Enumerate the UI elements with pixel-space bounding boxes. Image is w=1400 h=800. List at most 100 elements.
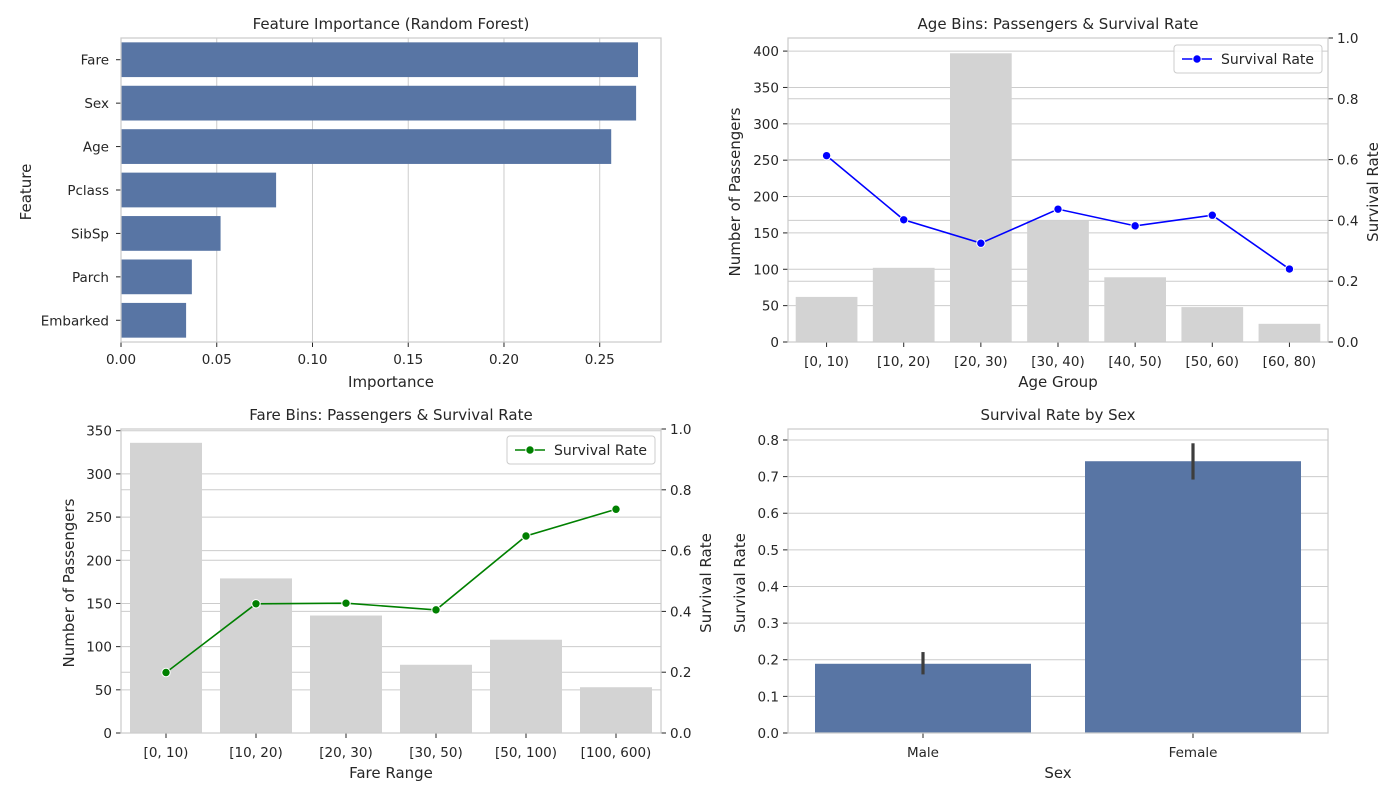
x-tick-label: 0.25	[585, 352, 615, 368]
survival-by-sex-ylabel: Survival Rate	[731, 533, 749, 633]
y-tick-label: 350	[753, 80, 779, 96]
y2-tick-label: 1.0	[1337, 31, 1358, 47]
survival-rate-point	[1284, 264, 1295, 274]
y-tick-label: 0.1	[758, 689, 779, 705]
x-tick-label: [60, 80)	[1263, 354, 1316, 370]
bar	[872, 267, 935, 342]
x-tick-label: [20, 30)	[954, 354, 1007, 370]
bar	[1181, 307, 1244, 342]
survival-rate-point	[431, 605, 441, 615]
feature-importance-xlabel: Importance	[348, 373, 434, 391]
plot-frame	[787, 428, 1329, 734]
y-tick-label: 300	[86, 467, 112, 483]
survival-rate-point	[821, 150, 832, 161]
legend-marker	[1192, 54, 1202, 64]
survival-rate-point	[899, 215, 909, 225]
bar	[121, 85, 637, 121]
y2-tick-label: 0.6	[1337, 153, 1358, 169]
plot-frame	[787, 37, 1329, 343]
y-tick-label: 0.0	[758, 726, 779, 742]
y-tick-label: 250	[753, 153, 779, 169]
survival-rate-point	[1130, 221, 1140, 231]
age-bins-ylabel: Number of Passengers	[726, 107, 744, 276]
x-tick-label: [100, 600)	[581, 745, 652, 761]
bar	[1258, 323, 1321, 342]
y-tick-label: 0.2	[758, 653, 779, 669]
survival-by-sex-chart: Survival Rate by Sex Sex Survival Rate 0…	[731, 406, 1329, 782]
bar	[1027, 220, 1089, 342]
y-tick-label: Fare	[81, 53, 109, 69]
fare-bins-xlabel: Fare Range	[349, 764, 433, 782]
survival-rate-line	[165, 508, 617, 674]
x-tick-label: Male	[907, 745, 939, 761]
bar	[580, 687, 652, 733]
x-tick-label: [30, 40)	[1031, 354, 1084, 370]
bar	[121, 216, 221, 251]
bar	[121, 42, 639, 78]
bar	[121, 129, 612, 164]
survival-rate-point	[1207, 210, 1217, 220]
x-tick-label: 0.00	[106, 352, 136, 368]
x-tick-label: [10, 20)	[229, 745, 282, 761]
x-tick-label: [40, 50)	[1108, 354, 1161, 370]
survival-by-sex-xlabel: Sex	[1044, 764, 1071, 782]
y2-tick-label: 0.0	[1337, 335, 1358, 351]
age-bins-title: Age Bins: Passengers & Survival Rate	[918, 15, 1199, 33]
survival-by-sex-title: Survival Rate by Sex	[981, 406, 1136, 424]
x-tick-label: [20, 30)	[319, 745, 372, 761]
bar	[310, 615, 382, 733]
y-tick-label: 0.6	[758, 506, 779, 522]
survival-rate-point	[521, 531, 531, 541]
bar	[795, 296, 858, 342]
y2-tick-label: 0.8	[670, 483, 691, 499]
x-tick-label: 0.05	[202, 352, 232, 368]
x-tick-label: [30, 50)	[409, 745, 462, 761]
y2-tick-label: 1.0	[670, 422, 691, 438]
x-tick-label: 0.15	[393, 352, 423, 368]
legend-marker	[525, 445, 535, 455]
fare-bins-chart: Fare Bins: Passengers & Survival Rate Fa…	[60, 406, 715, 782]
legend-box	[506, 435, 656, 465]
y-tick-label: 400	[753, 44, 779, 60]
y2-tick-label: 0.2	[1337, 274, 1358, 290]
y-tick-label: 200	[753, 190, 779, 206]
y-tick-label: 0	[770, 335, 779, 351]
x-tick-label: [10, 20)	[877, 354, 930, 370]
y-tick-label: Sex	[84, 96, 109, 112]
x-tick-label: 0.10	[297, 352, 327, 368]
y-tick-label: 0	[103, 726, 112, 742]
x-tick-label: [50, 100)	[495, 745, 557, 761]
bar	[121, 259, 192, 295]
x-tick-label: [0, 10)	[804, 354, 849, 370]
y-tick-label: 250	[86, 510, 112, 526]
legend-label: Survival Rate	[1221, 52, 1314, 68]
y2-tick-label: 0.0	[670, 726, 691, 742]
y2-tick-label: 0.6	[670, 544, 691, 560]
bar	[490, 639, 562, 733]
bar	[1104, 277, 1166, 342]
legend-label: Survival Rate	[554, 443, 647, 459]
x-tick-label: [50, 60)	[1186, 354, 1239, 370]
y-tick-label: 0.8	[758, 433, 779, 449]
y-tick-label: 100	[753, 262, 779, 278]
y-tick-label: 50	[762, 299, 779, 315]
survival-rate-point	[341, 598, 351, 608]
y-tick-label: Pclass	[67, 183, 109, 199]
y-tick-label: 150	[753, 226, 779, 242]
feature-importance-chart: Feature Importance (Random Forest) Impor…	[17, 15, 662, 391]
bar	[121, 172, 277, 208]
fare-bins-title: Fare Bins: Passengers & Survival Rate	[249, 406, 532, 424]
x-tick-label: Female	[1169, 745, 1218, 761]
bar	[1085, 461, 1301, 733]
x-tick-label: 0.20	[489, 352, 519, 368]
survival-rate-point	[251, 599, 261, 609]
x-tick-label: [0, 10)	[144, 745, 189, 761]
survival-rate-point	[976, 238, 986, 248]
fare-bins-y2label: Survival Rate	[697, 533, 715, 633]
y2-tick-label: 0.4	[1337, 213, 1358, 229]
y2-tick-label: 0.8	[1337, 92, 1358, 108]
plot-frame	[120, 37, 662, 343]
survival-rate-point	[161, 667, 171, 678]
y-tick-label: Embarked	[41, 313, 109, 329]
